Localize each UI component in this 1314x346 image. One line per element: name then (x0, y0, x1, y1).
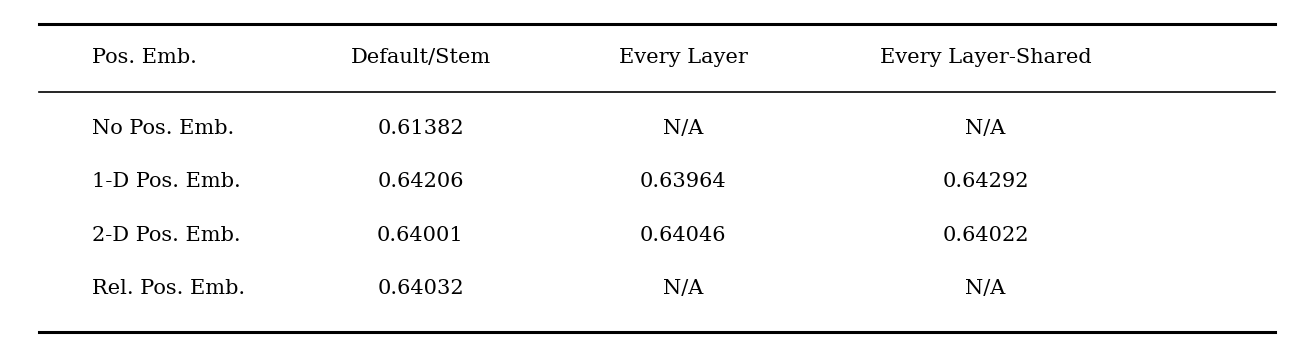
Text: 1-D Pos. Emb.: 1-D Pos. Emb. (92, 172, 240, 191)
Text: 0.64001: 0.64001 (377, 226, 464, 245)
Text: Pos. Emb.: Pos. Emb. (92, 48, 197, 66)
Text: N/A: N/A (664, 119, 703, 137)
Text: 0.61382: 0.61382 (377, 119, 464, 137)
Text: 0.64292: 0.64292 (942, 172, 1029, 191)
Text: N/A: N/A (966, 119, 1005, 137)
Text: 0.63964: 0.63964 (640, 172, 727, 191)
Text: Default/Stem: Default/Stem (351, 48, 490, 66)
Text: Every Layer: Every Layer (619, 48, 748, 66)
Text: 0.64022: 0.64022 (942, 226, 1029, 245)
Text: No Pos. Emb.: No Pos. Emb. (92, 119, 234, 137)
Text: 0.64206: 0.64206 (377, 172, 464, 191)
Text: 2-D Pos. Emb.: 2-D Pos. Emb. (92, 226, 240, 245)
Text: N/A: N/A (664, 280, 703, 298)
Text: N/A: N/A (966, 280, 1005, 298)
Text: Rel. Pos. Emb.: Rel. Pos. Emb. (92, 280, 246, 298)
Text: 0.64046: 0.64046 (640, 226, 727, 245)
Text: 0.64032: 0.64032 (377, 280, 464, 298)
Text: Every Layer-Shared: Every Layer-Shared (879, 48, 1092, 66)
